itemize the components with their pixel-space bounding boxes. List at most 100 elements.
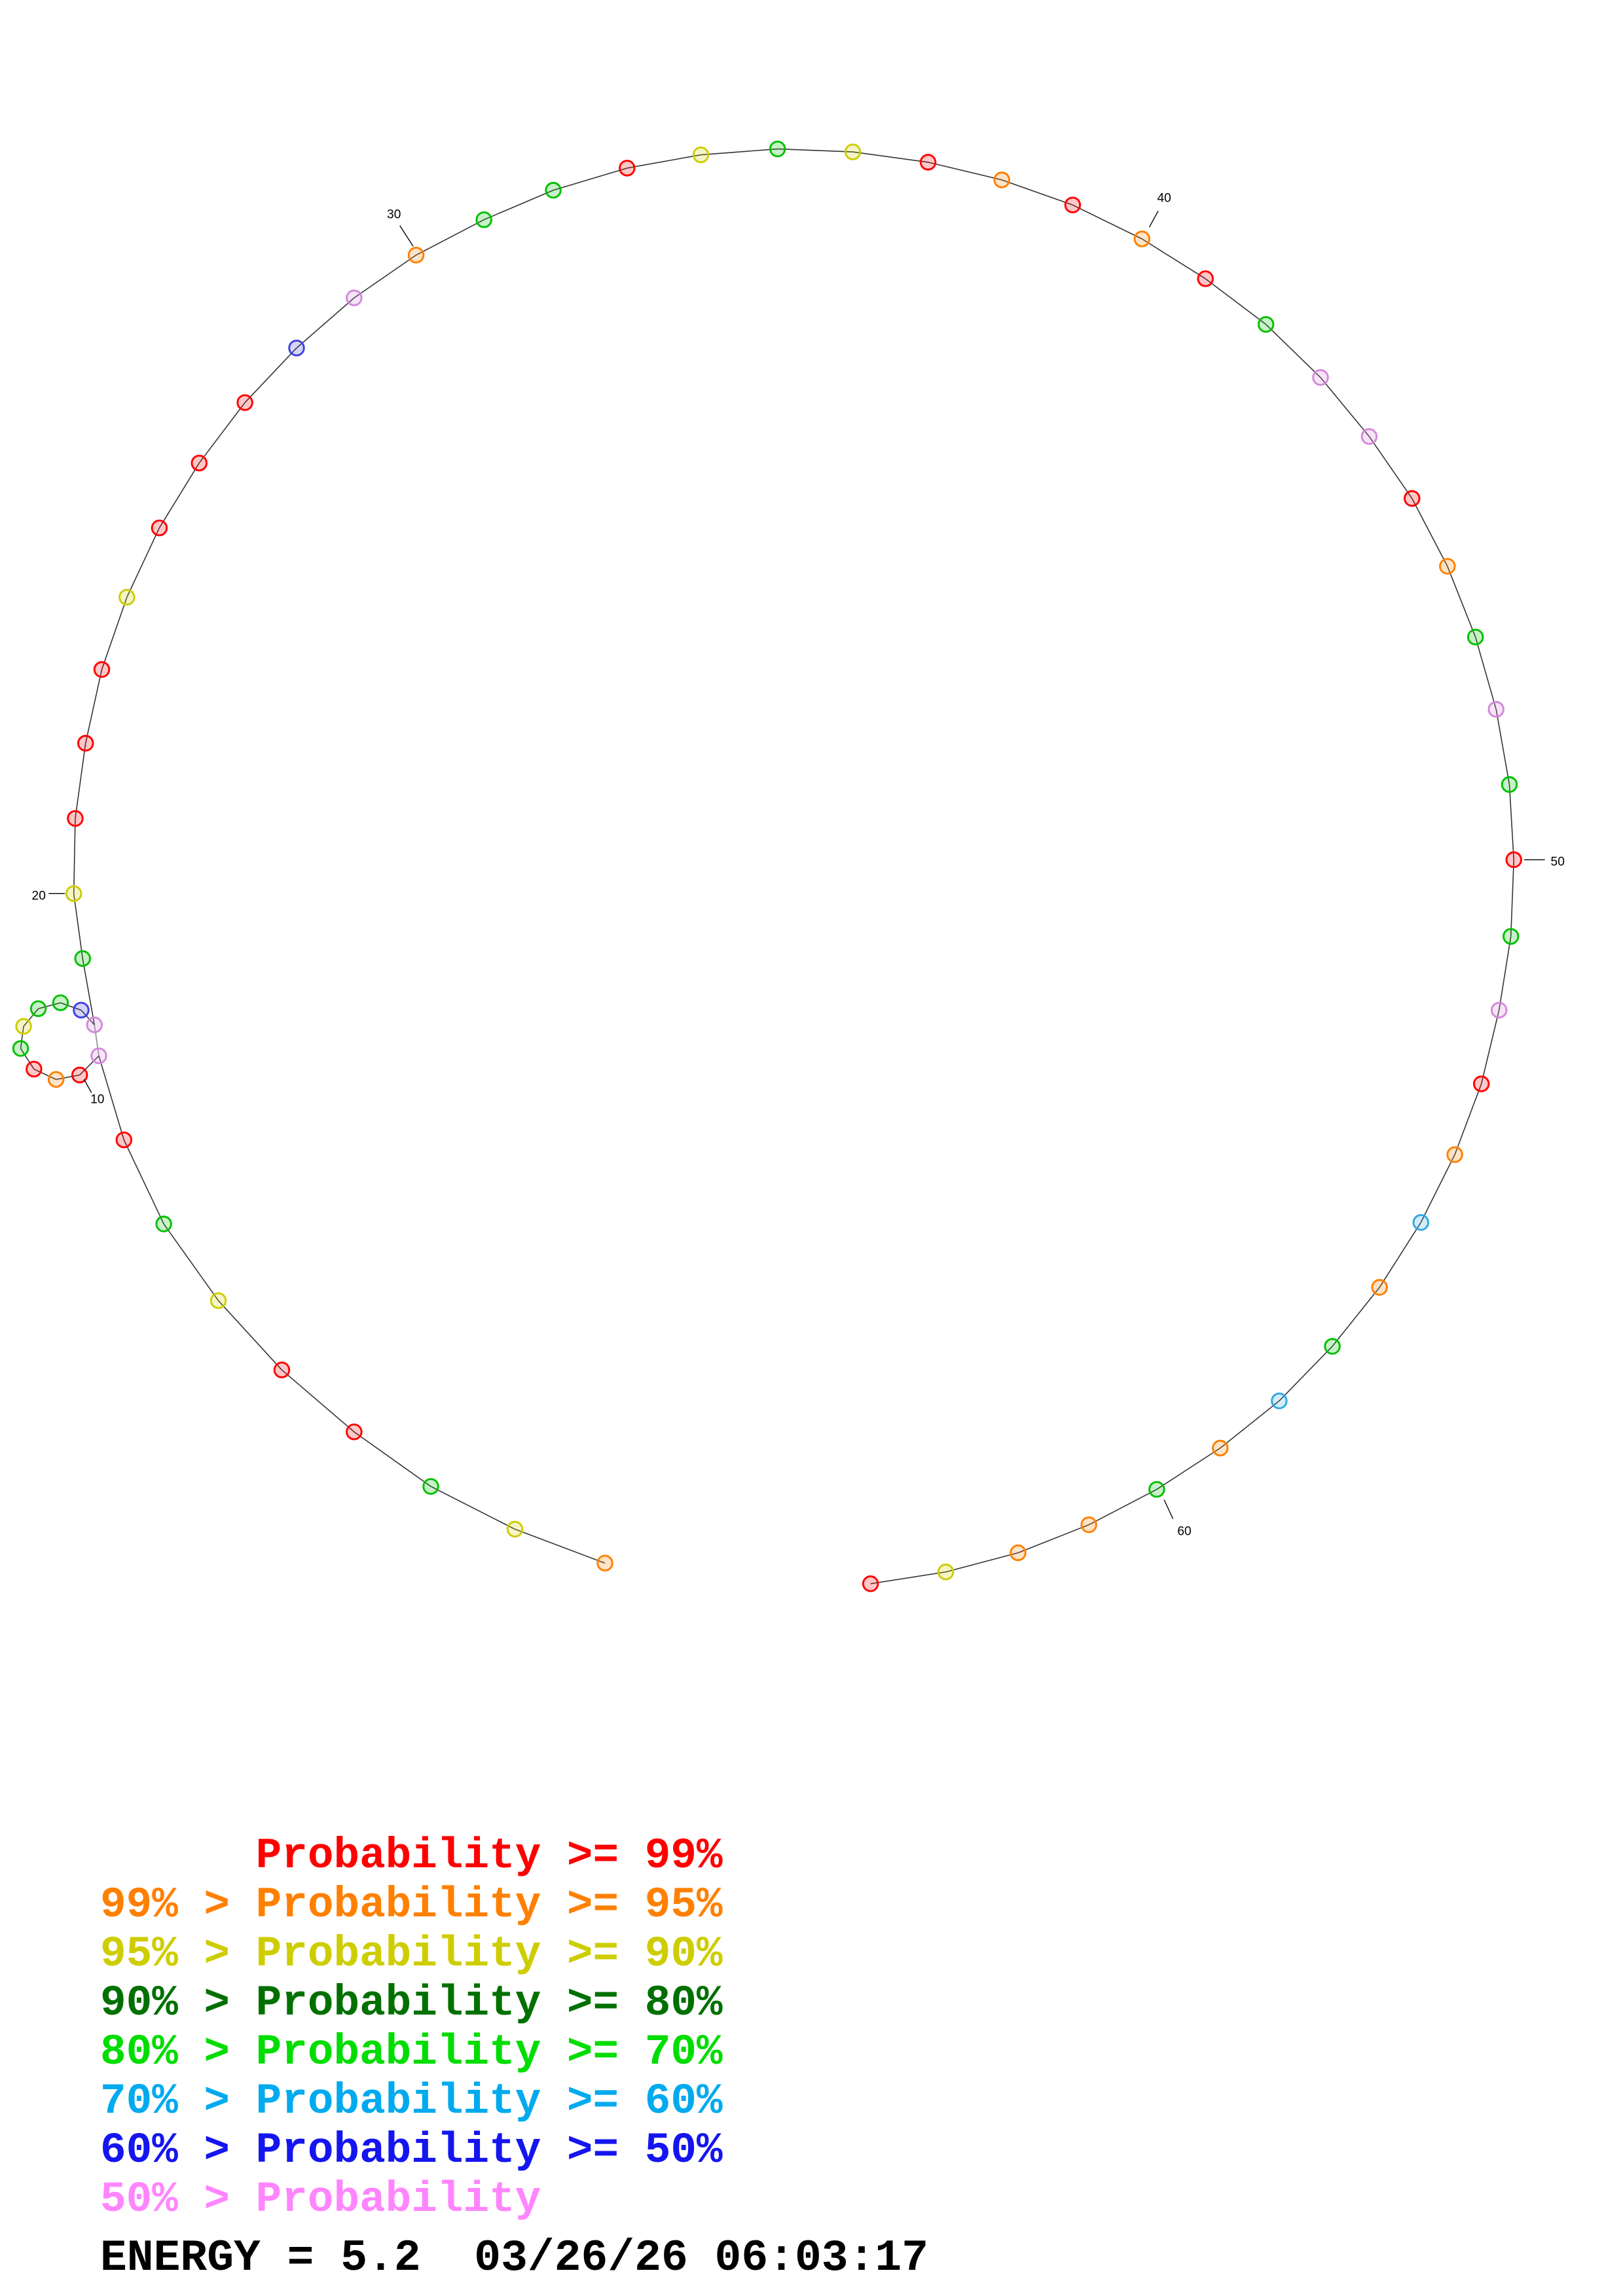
nucleotide-dot	[74, 950, 91, 967]
backbone-segment	[1508, 784, 1515, 860]
backbone-segment	[60, 1002, 82, 1011]
position-label: 40	[1157, 192, 1171, 206]
backbone-segment	[430, 1486, 515, 1530]
backbone-segment	[1332, 1287, 1380, 1347]
backbone-segment	[1368, 436, 1413, 499]
backbone-segment	[163, 1223, 219, 1301]
nucleotide-dot	[506, 1520, 524, 1538]
backbone-segment	[198, 402, 246, 463]
backbone-segment	[1454, 1083, 1482, 1155]
backbone-segment	[627, 154, 701, 169]
nucleotide-dot	[1412, 1214, 1429, 1231]
backbone-segment	[354, 1431, 431, 1487]
nucleotide-dot	[273, 1361, 291, 1378]
nucleotide-dot	[1257, 315, 1275, 333]
nucleotide-dot	[937, 1564, 955, 1581]
legend-row-lt50: 50% > Probability	[100, 2175, 541, 2224]
nucleotide-dot	[119, 588, 136, 606]
backbone-segment	[553, 168, 628, 191]
backbone-segment	[1072, 204, 1142, 240]
nucleotide-dot	[1490, 1001, 1508, 1019]
nucleotide-dot	[422, 1478, 439, 1495]
legend-row-60-70: 70% > Probability >= 60%	[100, 2077, 723, 2126]
nucleotide-dot	[1080, 1516, 1097, 1534]
backbone-segment	[1017, 1524, 1089, 1554]
nucleotide-dot	[1501, 776, 1518, 793]
nucleotide-dot	[993, 171, 1010, 188]
nucleotide-dot	[1148, 1480, 1165, 1498]
position-tick	[1148, 210, 1159, 228]
nucleotide-dot	[77, 734, 94, 752]
backbone-segment	[1498, 936, 1512, 1011]
nucleotide-dot	[596, 1554, 613, 1571]
backbone-segment	[79, 1055, 100, 1076]
nucleotide-dot	[1271, 1392, 1288, 1410]
nucleotide-dot	[1324, 1338, 1341, 1355]
backbone-segment	[354, 255, 416, 298]
legend-row-80-90: 90% > Probability >= 80%	[100, 1979, 723, 2028]
backbone-segment	[1220, 1400, 1280, 1449]
backbone-segment	[1001, 179, 1073, 206]
backbone-segment	[1156, 1447, 1221, 1490]
nucleotide-dot	[52, 994, 69, 1011]
probability-legend: Probability >= 99% 99% > Probability >= …	[100, 1831, 723, 2224]
nucleotide-dot	[115, 1131, 133, 1149]
backbone-segment	[217, 1300, 283, 1371]
backbone-segment	[1320, 377, 1370, 437]
legend-row-ge99: Probability >= 99%	[100, 1831, 723, 1880]
backbone-segment	[20, 1026, 24, 1049]
position-tick	[83, 1079, 92, 1093]
nucleotide-dot	[1472, 1075, 1490, 1092]
nucleotide-dot	[236, 394, 253, 411]
nucleotide-dot	[545, 181, 562, 199]
backbone-segment	[928, 162, 1002, 181]
nucleotide-dot	[86, 1016, 103, 1033]
backbone-segment	[20, 1048, 35, 1069]
nucleotide-dot	[1212, 1439, 1229, 1457]
backbone-segment	[56, 1074, 80, 1081]
energy-line: ENERGY = 5.2 03/26/26 06:03:17	[100, 2233, 929, 2284]
nucleotide-dot	[47, 1071, 65, 1088]
backbone-segment	[73, 893, 83, 959]
nucleotide-dot	[769, 140, 786, 158]
backbone-segment	[101, 597, 128, 670]
position-label: 50	[1551, 855, 1565, 869]
legend-row-90-95: 95% > Probability >= 90%	[100, 1929, 723, 1979]
position-label: 20	[32, 889, 46, 903]
backbone-segment	[870, 1571, 946, 1585]
nucleotide-dot	[1403, 490, 1421, 507]
position-tick	[1163, 1499, 1174, 1519]
position-label: 30	[387, 207, 401, 221]
nucleotide-dot	[29, 1000, 47, 1017]
nucleotide-dot	[1312, 369, 1329, 386]
legend-row-95-99: 99% > Probability >= 95%	[100, 1880, 723, 1929]
nucleotide-dot	[692, 146, 710, 164]
backbone-segment	[1279, 1346, 1333, 1401]
backbone-segment	[244, 348, 297, 403]
nucleotide-dot	[475, 211, 492, 228]
nucleotide-dot	[26, 1060, 43, 1078]
backbone-segment	[1412, 498, 1448, 567]
backbone-segment	[82, 958, 96, 1026]
nucleotide-dot	[12, 1040, 29, 1057]
basepair-line	[94, 1024, 100, 1056]
backbone-segment	[126, 528, 160, 598]
nucleotide-dot	[1371, 1279, 1388, 1296]
backbone-segment	[1447, 565, 1476, 637]
nucleotide-dot	[1197, 270, 1214, 287]
nucleotide-dot	[1133, 230, 1151, 247]
nucleotide-dot	[619, 160, 636, 177]
backbone-segment	[1474, 637, 1497, 709]
backbone-segment	[1379, 1222, 1421, 1288]
nucleotide-dot	[1446, 1146, 1463, 1163]
backbone-segment	[1480, 1010, 1500, 1085]
backbone-segment	[515, 1528, 606, 1564]
backbone-segment	[1141, 238, 1206, 279]
backbone-segment	[73, 818, 76, 894]
backbone-segment	[416, 219, 484, 256]
nucleotide-dot	[1467, 628, 1484, 646]
nucleotide-dot	[919, 154, 937, 171]
nucleotide-dot	[151, 519, 168, 537]
nucleotide-dot	[1360, 428, 1378, 445]
